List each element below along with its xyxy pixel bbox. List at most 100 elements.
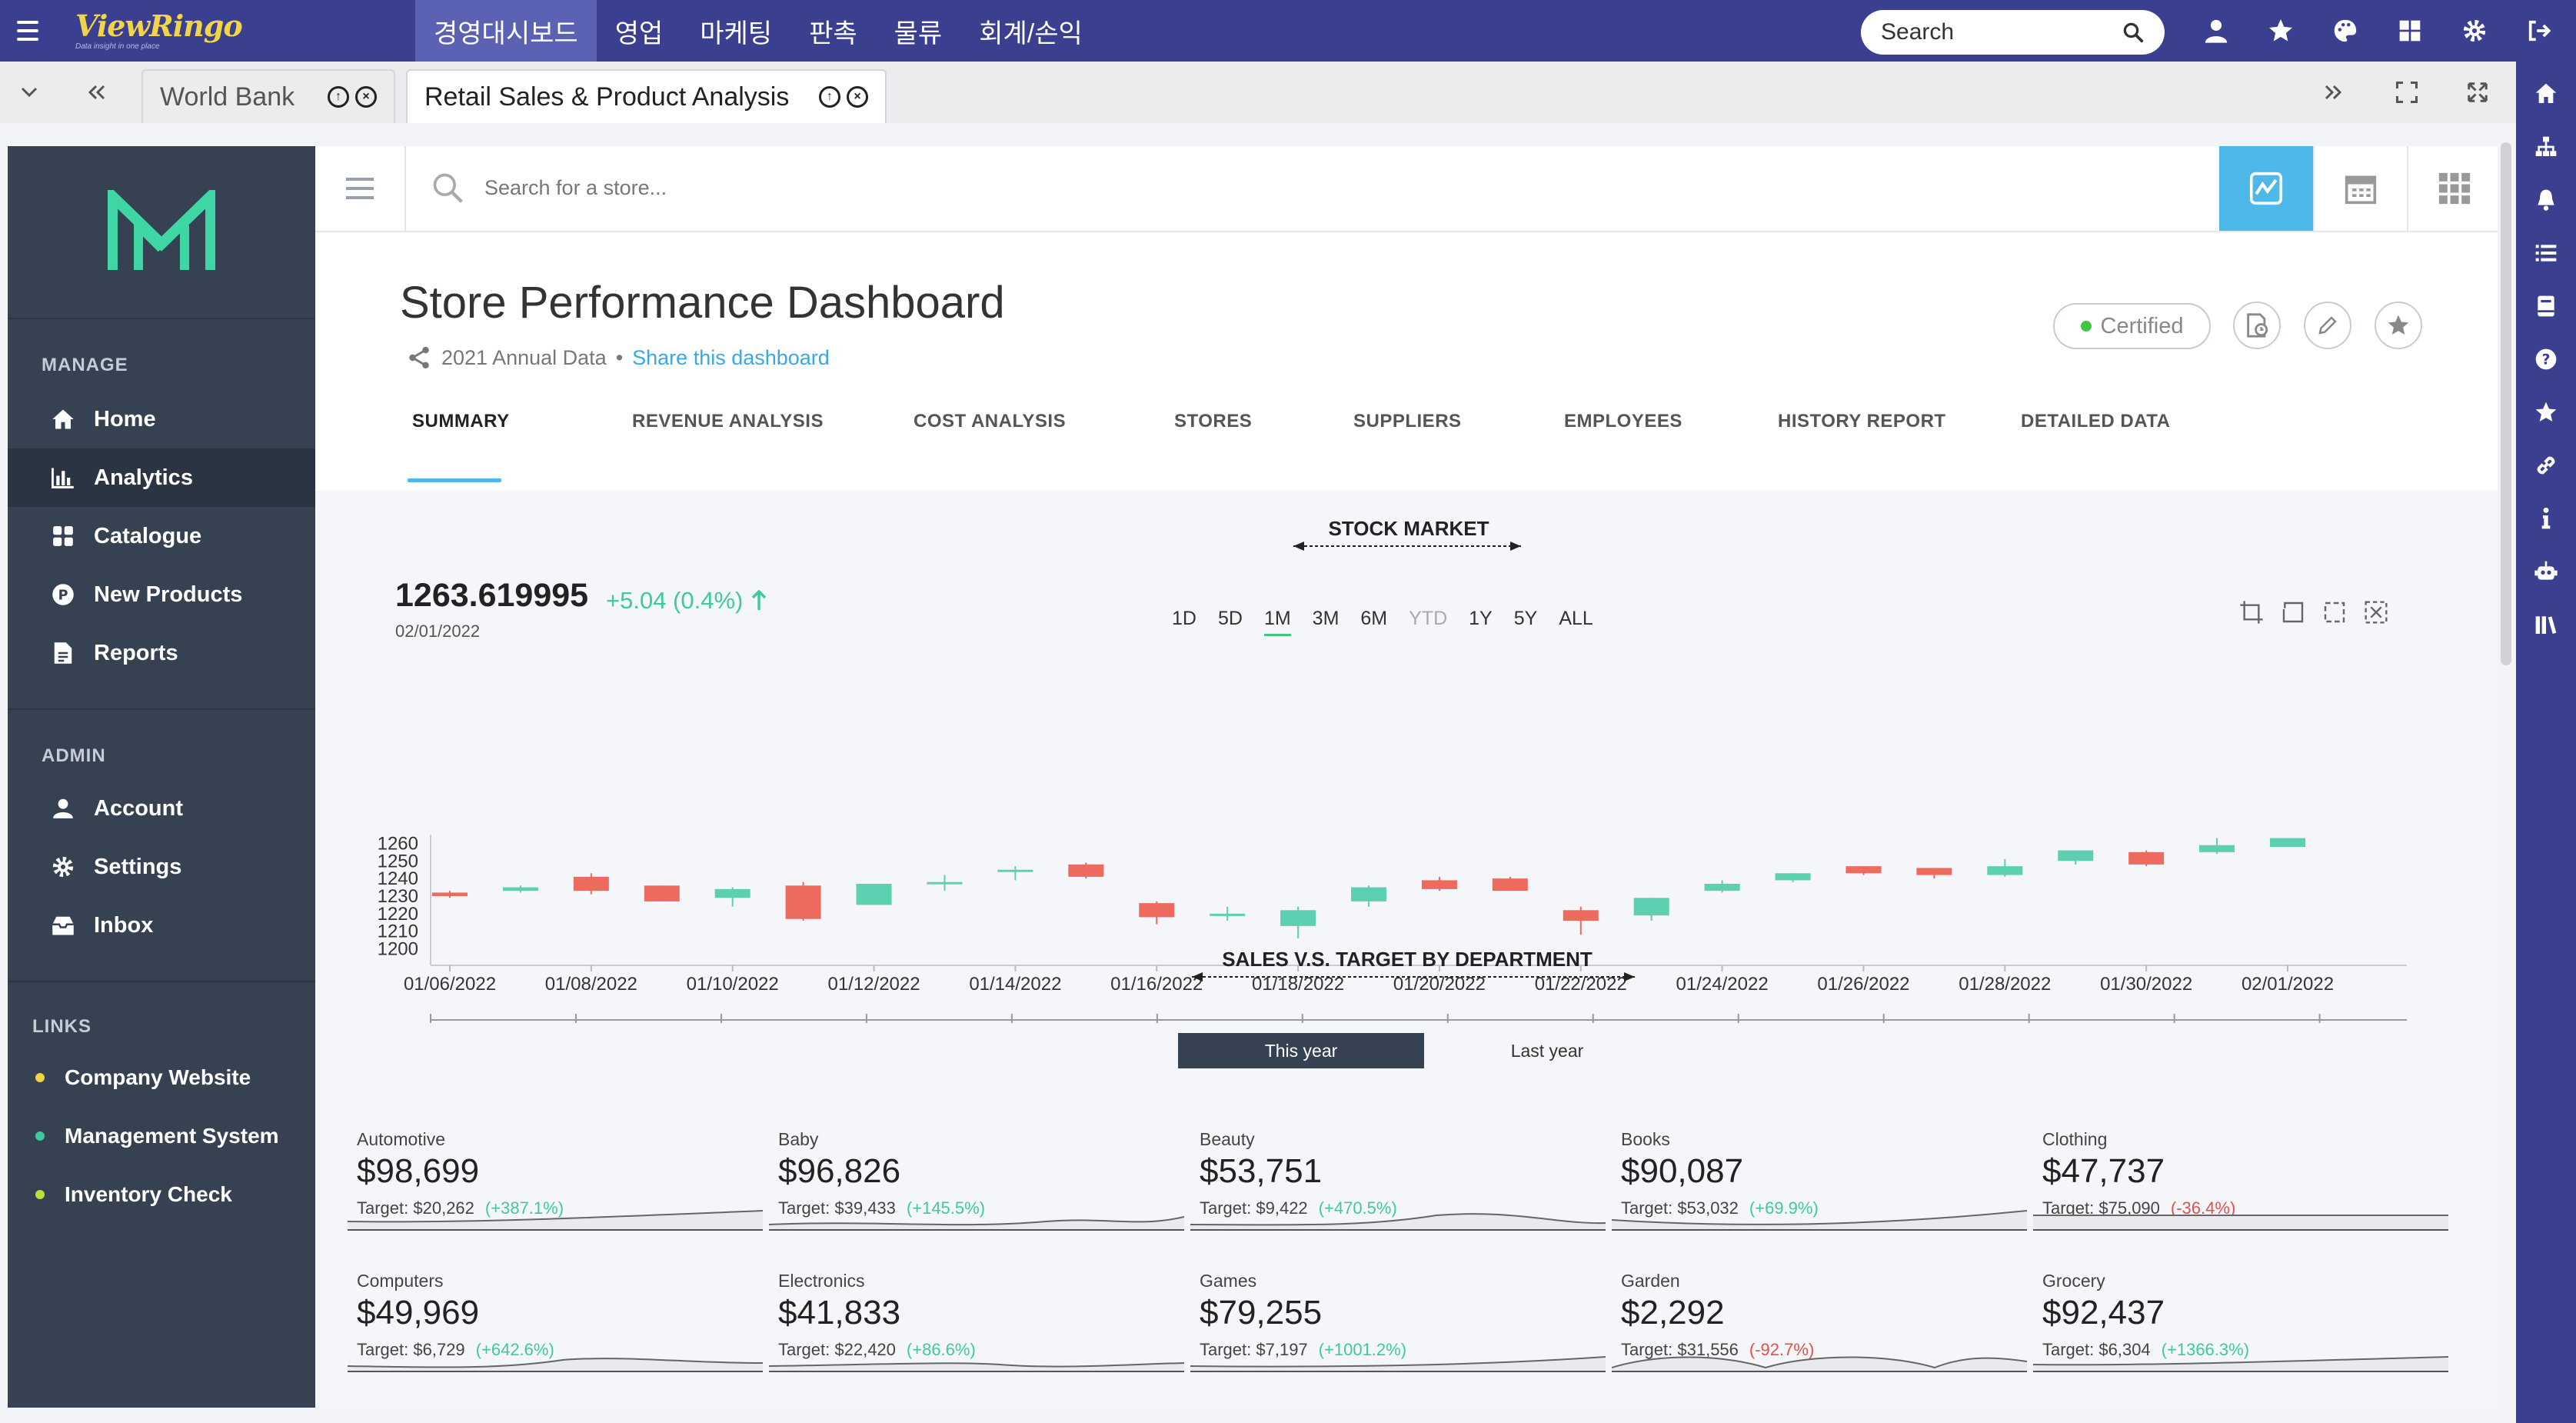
- user-icon[interactable]: [2184, 0, 2248, 62]
- tab-history-report[interactable]: HISTORY REPORT: [1778, 411, 1946, 432]
- global-search-input[interactable]: Search: [1861, 10, 2165, 55]
- double-chevron-right-icon[interactable]: [2304, 62, 2361, 123]
- sidebar-item-home[interactable]: Home: [8, 390, 315, 448]
- range-1y[interactable]: 1Y: [1469, 608, 1493, 629]
- robot-icon[interactable]: [2516, 548, 2576, 595]
- undo-zoom-icon[interactable]: [2281, 600, 2305, 625]
- tab-retail-sales[interactable]: Retail Sales & Product Analysis ↑ ×: [406, 69, 887, 123]
- search-icon[interactable]: [2122, 21, 2145, 44]
- sidebar-item-reports[interactable]: Reports: [8, 624, 315, 682]
- grid-icon[interactable]: [2378, 0, 2442, 62]
- range-1m[interactable]: 1M: [1253, 608, 1302, 636]
- kpi-card-garden[interactable]: Garden $2,292 Target: $31,556 (-92.7%): [1589, 1263, 2027, 1403]
- hamburger-menu-icon[interactable]: [0, 0, 55, 62]
- document-clock-icon: [2247, 313, 2268, 338]
- range-ytd[interactable]: YTD: [1409, 608, 1448, 629]
- star-icon[interactable]: [2516, 389, 2576, 435]
- range-all[interactable]: ALL: [1559, 608, 1593, 629]
- chart-view-button[interactable]: [2219, 146, 2313, 231]
- range-1d[interactable]: 1D: [1172, 608, 1196, 629]
- grid-view-button[interactable]: [2407, 146, 2501, 231]
- tab-stores[interactable]: STORES: [1174, 411, 1253, 432]
- close-icon[interactable]: ×: [847, 86, 868, 108]
- range-5y[interactable]: 5Y: [1513, 608, 1538, 629]
- kpi-card-baby[interactable]: Baby $96,826 Target: $39,433 (+145.5%): [746, 1121, 1184, 1261]
- palette-icon[interactable]: [2313, 0, 2378, 62]
- bell-icon[interactable]: [2516, 177, 2576, 223]
- library-icon[interactable]: [2516, 602, 2576, 648]
- tab-cost-analysis[interactable]: COST ANALYSIS: [914, 411, 1067, 432]
- tab-suppliers[interactable]: SUPPLIERS: [1353, 411, 1462, 432]
- range-5d[interactable]: 5D: [1217, 608, 1243, 629]
- chevron-down-icon[interactable]: [0, 62, 58, 123]
- question-icon[interactable]: ?: [2516, 336, 2576, 382]
- kpi-card-books[interactable]: Books $90,087 Target: $53,032 (+69.9%): [1589, 1121, 2027, 1261]
- sidebar-item-new-products[interactable]: P New Products: [8, 565, 315, 624]
- section-header-links: LINKS: [32, 1016, 92, 1037]
- report-settings-button[interactable]: [2233, 302, 2281, 349]
- link-icon[interactable]: [2516, 442, 2576, 488]
- sidebar-item-analytics[interactable]: Analytics: [8, 448, 315, 507]
- menu-item-logistics[interactable]: 물류: [894, 18, 943, 48]
- crop-icon[interactable]: [2239, 600, 2264, 625]
- home-icon[interactable]: [2516, 71, 2576, 117]
- menu-item-marketing[interactable]: 마케팅: [700, 18, 773, 48]
- gear-icon[interactable]: [2442, 0, 2507, 62]
- kpi-card-electronics[interactable]: Electronics $41,833 Target: $22,420 (+86.6%…: [746, 1263, 1184, 1403]
- book-icon[interactable]: [2516, 283, 2576, 329]
- range-3m[interactable]: 3M: [1312, 608, 1340, 629]
- clear-selection-icon[interactable]: [2364, 600, 2388, 625]
- menu-toggle-icon[interactable]: [315, 146, 406, 231]
- stock-change: +5.04 (0.4%): [606, 587, 767, 615]
- tab-detailed-data[interactable]: DETAILED DATA: [2021, 411, 2171, 432]
- double-chevron-left-icon[interactable]: [68, 62, 125, 123]
- tab-employees[interactable]: EMPLOYEES: [1564, 411, 1682, 432]
- app-logo[interactable]: ViewRingo Data insight in one place: [55, 0, 243, 62]
- scrollbar[interactable]: [2501, 142, 2511, 665]
- edit-button[interactable]: [2304, 302, 2351, 349]
- rect-select-icon[interactable]: [2322, 600, 2347, 625]
- arrow-up-icon[interactable]: ↑: [328, 86, 349, 108]
- tab-revenue-analysis[interactable]: REVENUE ANALYSIS: [632, 411, 824, 432]
- bullet-dot: [35, 1190, 45, 1199]
- fullscreen-icon[interactable]: [2378, 62, 2435, 123]
- menu-item-accounting[interactable]: 회계/손익: [979, 18, 1083, 48]
- home-icon-glyph: [2535, 83, 2557, 103]
- kpi-card-automotive[interactable]: Automotive $98,699 Target: $20,262 (+387.1%…: [324, 1121, 763, 1261]
- kpi-card-grocery[interactable]: Grocery $92,437 Target: $6,304 (+1366.3%): [2010, 1263, 2448, 1403]
- logout-icon[interactable]: [2507, 0, 2571, 62]
- star-icon[interactable]: [2248, 0, 2313, 62]
- tab-summary[interactable]: SUMMARY: [412, 411, 510, 432]
- menu-item-dashboard[interactable]: 경영대시보드: [415, 0, 597, 62]
- favorite-button[interactable]: [2375, 302, 2422, 349]
- toggle-last-year[interactable]: Last year: [1510, 1040, 1584, 1061]
- tab-world-bank[interactable]: World Bank ↑ ×: [141, 69, 395, 123]
- close-icon[interactable]: ×: [355, 86, 377, 108]
- sidebar-item-account[interactable]: Account: [8, 779, 315, 838]
- store-search-input[interactable]: Search for a store...: [431, 171, 667, 205]
- sidebar-item-inbox[interactable]: Inbox: [8, 896, 315, 955]
- sitemap-icon[interactable]: [2516, 124, 2576, 170]
- sidebar-link-management-system[interactable]: Management System: [8, 1107, 315, 1165]
- sidebar-item-settings[interactable]: Settings: [8, 838, 315, 896]
- expand-icon[interactable]: [2448, 62, 2506, 123]
- info-icon[interactable]: [2516, 495, 2576, 542]
- sidebar-link-company-website[interactable]: Company Website: [8, 1048, 315, 1107]
- list-icon[interactable]: [2516, 230, 2576, 276]
- share-dashboard-link[interactable]: Share this dashboard: [632, 345, 830, 369]
- brand-logo[interactable]: [8, 146, 315, 319]
- arrow-up-icon[interactable]: ↑: [819, 86, 840, 108]
- bar-chart-icon: [49, 467, 77, 488]
- share-icon[interactable]: [406, 345, 432, 371]
- range-6m[interactable]: 6M: [1360, 608, 1388, 629]
- sidebar-item-catalogue[interactable]: Catalogue: [8, 507, 315, 565]
- kpi-card-games[interactable]: Games $79,255 Target: $7,197 (+1001.2%): [1167, 1263, 1606, 1403]
- calendar-view-button[interactable]: [2313, 146, 2407, 231]
- kpi-card-clothing[interactable]: Clothing $47,737 Target: $75,090 (-36.4%): [2010, 1121, 2448, 1261]
- sidebar-link-inventory-check[interactable]: Inventory Check: [8, 1165, 315, 1224]
- toggle-this-year[interactable]: This year: [1178, 1033, 1424, 1068]
- kpi-card-computers[interactable]: Computers $49,969 Target: $6,729 (+642.6%): [324, 1263, 763, 1403]
- kpi-card-beauty[interactable]: Beauty $53,751 Target: $9,422 (+470.5%): [1167, 1121, 1606, 1261]
- menu-item-promotion[interactable]: 판촉: [809, 18, 857, 48]
- menu-item-sales[interactable]: 영업: [614, 18, 664, 48]
